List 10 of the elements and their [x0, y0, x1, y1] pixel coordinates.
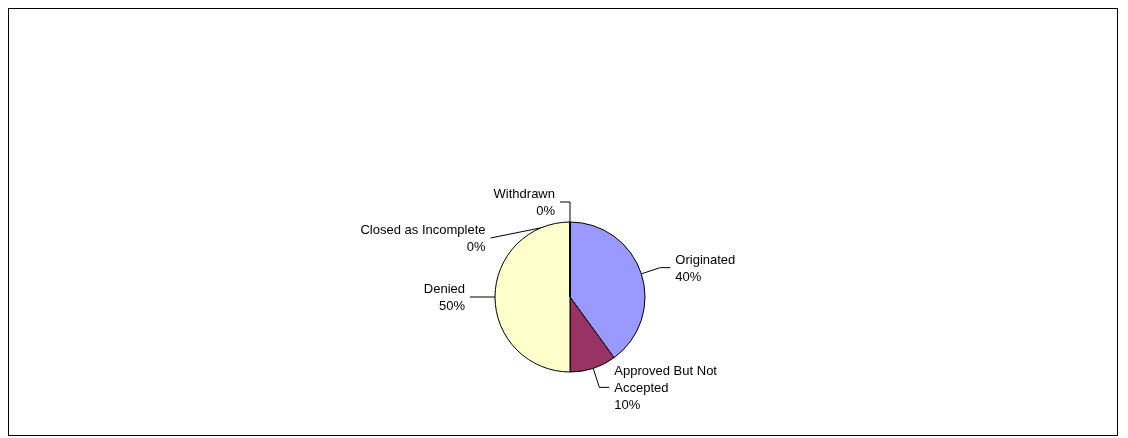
slice-label: Approved But Not Accepted — [614, 362, 721, 395]
slice-label: Originated — [675, 251, 736, 267]
data-label: 10% — [614, 396, 641, 412]
text: 0% — [536, 203, 555, 218]
text: 0% — [466, 239, 486, 254]
category-label: Withdrawn — [493, 186, 555, 201]
data-label: 50% — [438, 298, 466, 313]
data-label: 40% — [675, 268, 702, 284]
slice-label: Denied — [423, 281, 465, 296]
category-label: Closed as Incomplete — [360, 222, 486, 237]
